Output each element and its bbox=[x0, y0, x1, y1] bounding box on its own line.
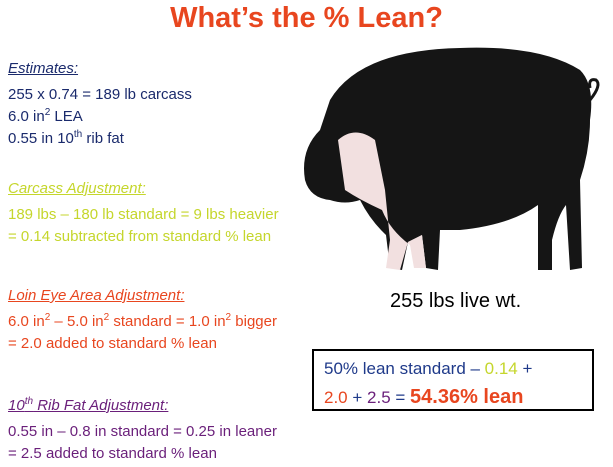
text-run: standard = 1.0 in bbox=[109, 313, 226, 330]
superscript: th bbox=[73, 129, 83, 140]
section-heading: Carcass Adjustment: bbox=[8, 178, 279, 200]
pig-image bbox=[304, 47, 600, 270]
text-run: bigger bbox=[231, 313, 277, 330]
slide-title: What’s the % Lean? bbox=[170, 2, 443, 34]
summary-run: 2.5 bbox=[367, 388, 391, 407]
text-run: 189 lbs – 180 lb standard = 9 lbs heavie… bbox=[8, 206, 279, 223]
section-heading: 10th Rib Fat Adjustment: bbox=[8, 395, 277, 417]
section-line: 6.0 in2 – 5.0 in2 standard = 1.0 in2 big… bbox=[8, 311, 277, 333]
text-run: = 2.5 added to standard % lean bbox=[8, 445, 217, 462]
superscript: 2 bbox=[225, 312, 232, 323]
section-line: 0.55 in 10th rib fat bbox=[8, 128, 192, 150]
section-heading: Estimates: bbox=[8, 58, 192, 80]
text-run: = 0.14 subtracted from standard % lean bbox=[8, 228, 272, 245]
summary-box: 50% lean standard – 0.14 +2.0 + 2.5 = 54… bbox=[312, 349, 594, 411]
superscript: th bbox=[24, 396, 34, 407]
section-line: 0.55 in – 0.8 in standard = 0.25 in lean… bbox=[8, 421, 277, 443]
text-run: 0.55 in – 0.8 in standard = 0.25 in lean… bbox=[8, 423, 277, 440]
superscript: 2 bbox=[44, 107, 51, 118]
text-run: LEA bbox=[50, 108, 83, 125]
text-run: Estimates: bbox=[8, 60, 79, 77]
section-line: = 0.14 subtracted from standard % lean bbox=[8, 226, 279, 248]
text-run: 6.0 in bbox=[8, 313, 45, 330]
section: Loin Eye Area Adjustment: 6.0 in2 – 5.0 i… bbox=[8, 285, 277, 355]
section-heading: Loin Eye Area Adjustment: bbox=[8, 285, 277, 307]
section-line: 255 x 0.74 = 189 lb carcass bbox=[8, 84, 192, 106]
text-run: Carcass Adjustment: bbox=[8, 180, 146, 197]
summary-run: + bbox=[517, 359, 533, 378]
summary-line: 50% lean standard – 0.14 + bbox=[324, 355, 592, 383]
text-run: 10 bbox=[8, 397, 25, 414]
section: Estimates: 255 x 0.74 = 189 lb carcass 6.0… bbox=[8, 58, 192, 150]
text-run: 255 x 0.74 = 189 lb carcass bbox=[8, 86, 192, 103]
summary-run: 50% lean standard – bbox=[324, 359, 485, 378]
text-run: Rib Fat Adjustment: bbox=[33, 397, 169, 414]
summary-run: + bbox=[347, 388, 368, 407]
summary-run: 2.0 bbox=[324, 388, 348, 407]
text-run: rib fat bbox=[82, 130, 124, 147]
summary-run: 54.36% lean bbox=[410, 386, 524, 408]
summary-line: 2.0 + 2.5 = 54.36% lean bbox=[324, 383, 592, 412]
text-run: 6.0 in bbox=[8, 108, 45, 125]
summary-run: = bbox=[390, 388, 411, 407]
text-run: 0.55 in 10 bbox=[8, 130, 74, 147]
section-line: = 2.0 added to standard % lean bbox=[8, 333, 277, 355]
section-line: = 2.5 added to standard % lean bbox=[8, 443, 277, 465]
image-caption: 255 lbs live wt. bbox=[390, 290, 522, 312]
section-line: 6.0 in2 LEA bbox=[8, 106, 192, 128]
section: Carcass Adjustment: 189 lbs – 180 lb stan… bbox=[8, 178, 279, 248]
summary-run: 0.14 bbox=[484, 359, 518, 378]
text-run: Loin Eye Area Adjustment: bbox=[8, 287, 185, 304]
text-run: – 5.0 in bbox=[50, 313, 104, 330]
section-line: 189 lbs – 180 lb standard = 9 lbs heavie… bbox=[8, 204, 279, 226]
superscript: 2 bbox=[103, 312, 110, 323]
superscript: 2 bbox=[44, 312, 51, 323]
section: 10th Rib Fat Adjustment: 0.55 in – 0.8 in… bbox=[8, 395, 277, 465]
text-run: = 2.0 added to standard % lean bbox=[8, 335, 217, 352]
